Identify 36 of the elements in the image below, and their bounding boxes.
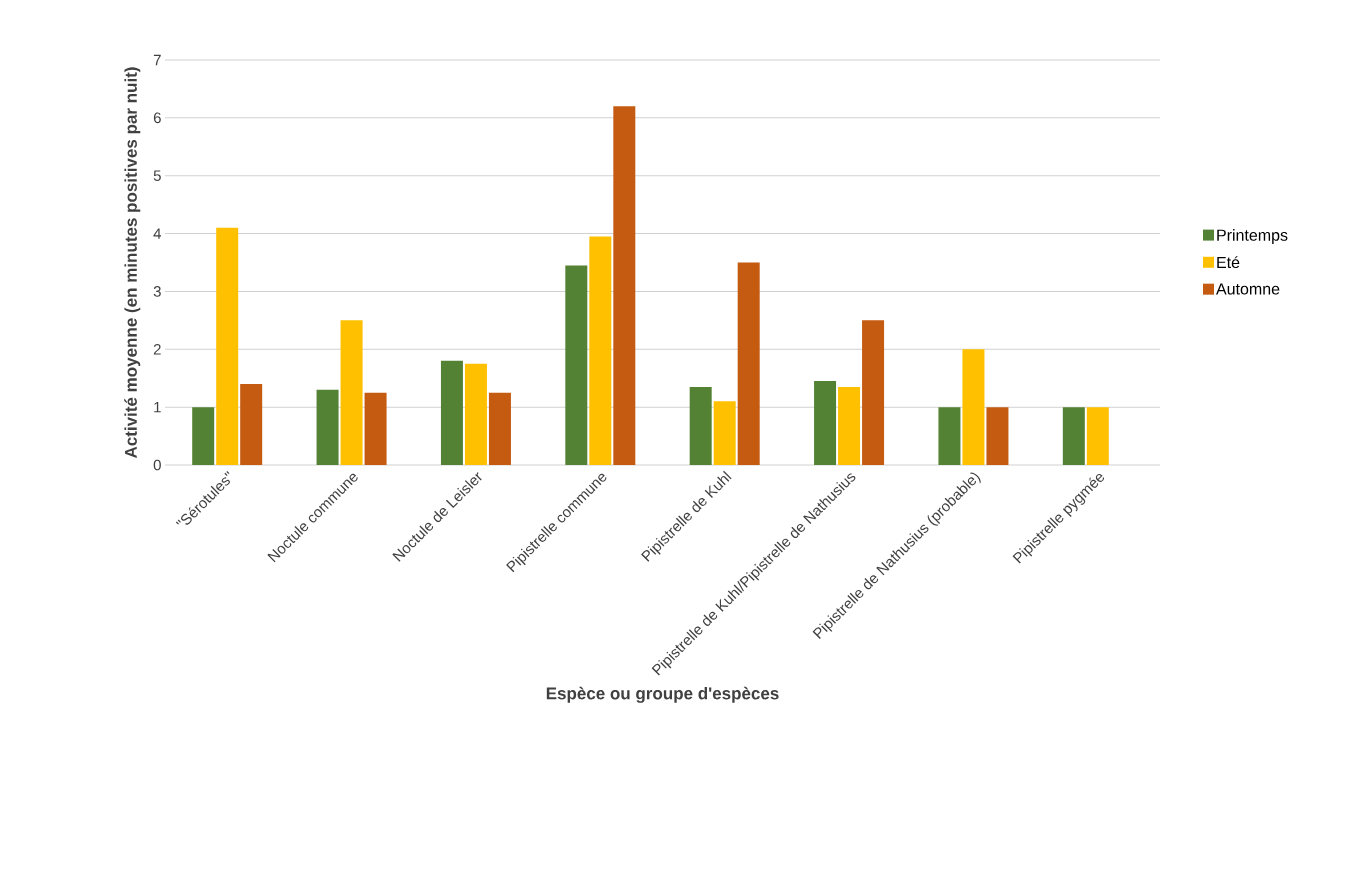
bar: [240, 383, 263, 465]
y-axis-title: Activité moyenne (en minutes positives par nuit): [124, 67, 141, 459]
x-axis-title: Espèce ou groupe d'espèces: [546, 686, 779, 703]
bar: [488, 392, 511, 465]
bar: [340, 320, 363, 465]
y-tick-label: 6: [153, 112, 161, 124]
bar: [316, 389, 339, 465]
bar: [464, 363, 487, 465]
bar: [962, 349, 985, 465]
bar: [364, 392, 387, 465]
bar: [192, 407, 215, 465]
legend-label: Automne: [1216, 283, 1280, 295]
y-tick-label: 3: [153, 286, 161, 297]
y-tick-label: 4: [153, 228, 162, 239]
bar: [440, 360, 463, 465]
bar: [1086, 407, 1109, 465]
bar: [1062, 407, 1085, 465]
bar: [838, 386, 861, 465]
bar: [613, 106, 636, 465]
bar: [216, 227, 239, 465]
y-tick-label: 7: [153, 54, 161, 66]
bar: [862, 320, 885, 465]
bar: [565, 265, 588, 465]
legend-label: Eté: [1217, 256, 1240, 269]
y-tick-label: 0: [153, 459, 161, 471]
y-tick-label: 2: [153, 344, 161, 355]
legend-label: Printemps: [1217, 229, 1288, 244]
bar: [713, 401, 736, 465]
bar: [589, 236, 612, 465]
y-tick-label: 5: [153, 170, 161, 181]
bar: [986, 407, 1009, 465]
bar: [938, 407, 961, 465]
y-tick-label: 1: [154, 401, 161, 413]
bar: [737, 262, 760, 465]
bar: [689, 386, 712, 465]
bar: [814, 381, 837, 465]
